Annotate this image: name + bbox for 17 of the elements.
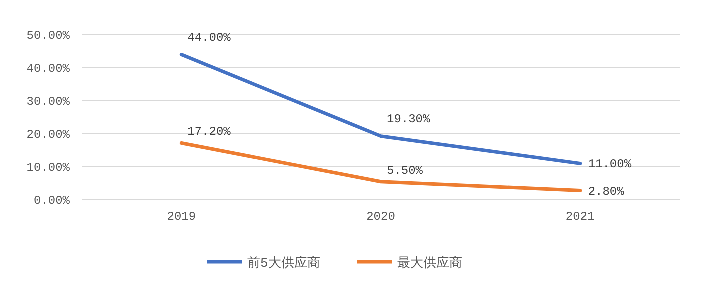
data-label: 44.00%	[188, 30, 232, 45]
data-label: 19.30%	[387, 112, 432, 126]
x-tick-label: 2021	[566, 210, 595, 224]
data-label: 2.80%	[588, 184, 626, 199]
y-tick-label: 10.00%	[26, 161, 71, 175]
y-tick-label: 0.00%	[34, 194, 71, 208]
data-label: 11.00%	[588, 158, 632, 172]
data-label: 17.20%	[188, 125, 232, 140]
y-tick-label: 30.00%	[26, 95, 71, 109]
y-tick-label: 50.00%	[26, 29, 71, 43]
legend-label: 最大供应商	[398, 255, 462, 271]
y-tick-label: 20.00%	[26, 128, 71, 142]
data-label: 5.50%	[387, 164, 424, 178]
y-tick-label: 40.00%	[26, 62, 71, 76]
x-tick-label: 2020	[366, 210, 396, 224]
legend-label: 前5大供应商	[248, 255, 320, 271]
x-tick-label: 2019	[167, 210, 196, 224]
